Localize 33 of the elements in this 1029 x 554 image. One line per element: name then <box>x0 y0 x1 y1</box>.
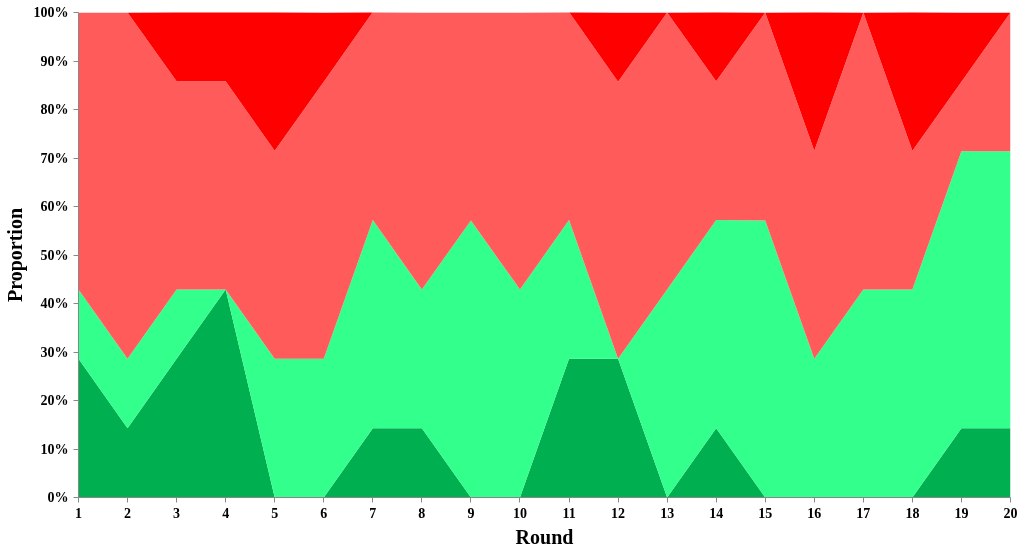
y-tick-label: 70% <box>40 150 69 166</box>
x-tick-label: 14 <box>709 505 724 521</box>
x-tick-label: 8 <box>418 505 426 521</box>
y-tick-label: 40% <box>40 296 69 311</box>
x-tick-label: 13 <box>660 505 675 521</box>
x-tick-label: 6 <box>320 505 328 521</box>
x-tick-label: 4 <box>222 505 230 521</box>
x-tick-label: 11 <box>562 505 576 521</box>
y-tick-label: 60% <box>40 199 69 214</box>
x-tick-label: 17 <box>856 505 871 521</box>
x-tick-label: 12 <box>611 505 626 521</box>
x-tick-label: 10 <box>512 505 527 521</box>
y-tick-label: 50% <box>40 247 69 263</box>
x-tick-label: 7 <box>369 505 377 521</box>
y-tick-label: 30% <box>40 344 69 360</box>
x-axis-title: Round <box>515 525 574 548</box>
y-axis-title: Proportion <box>3 207 27 303</box>
x-tick-label: 9 <box>467 505 475 521</box>
x-tick-label: 15 <box>758 505 773 521</box>
y-tick-label: 90% <box>40 53 69 69</box>
x-tick-label: 18 <box>905 505 920 521</box>
x-tick-label: 3 <box>173 505 181 521</box>
y-tick-label: 0% <box>47 490 69 505</box>
x-tick-label: 5 <box>271 505 279 521</box>
x-tick-label: 2 <box>124 505 132 521</box>
x-tick-label: 20 <box>1003 505 1018 521</box>
y-tick-label: 20% <box>40 393 69 408</box>
x-tick-label: 19 <box>954 505 969 521</box>
x-tick-label: 1 <box>75 505 82 521</box>
y-tick-label: 100% <box>33 5 69 20</box>
y-tick-label: 10% <box>40 441 69 457</box>
x-tick-label: 16 <box>807 505 822 521</box>
y-tick-label: 80% <box>40 102 69 117</box>
